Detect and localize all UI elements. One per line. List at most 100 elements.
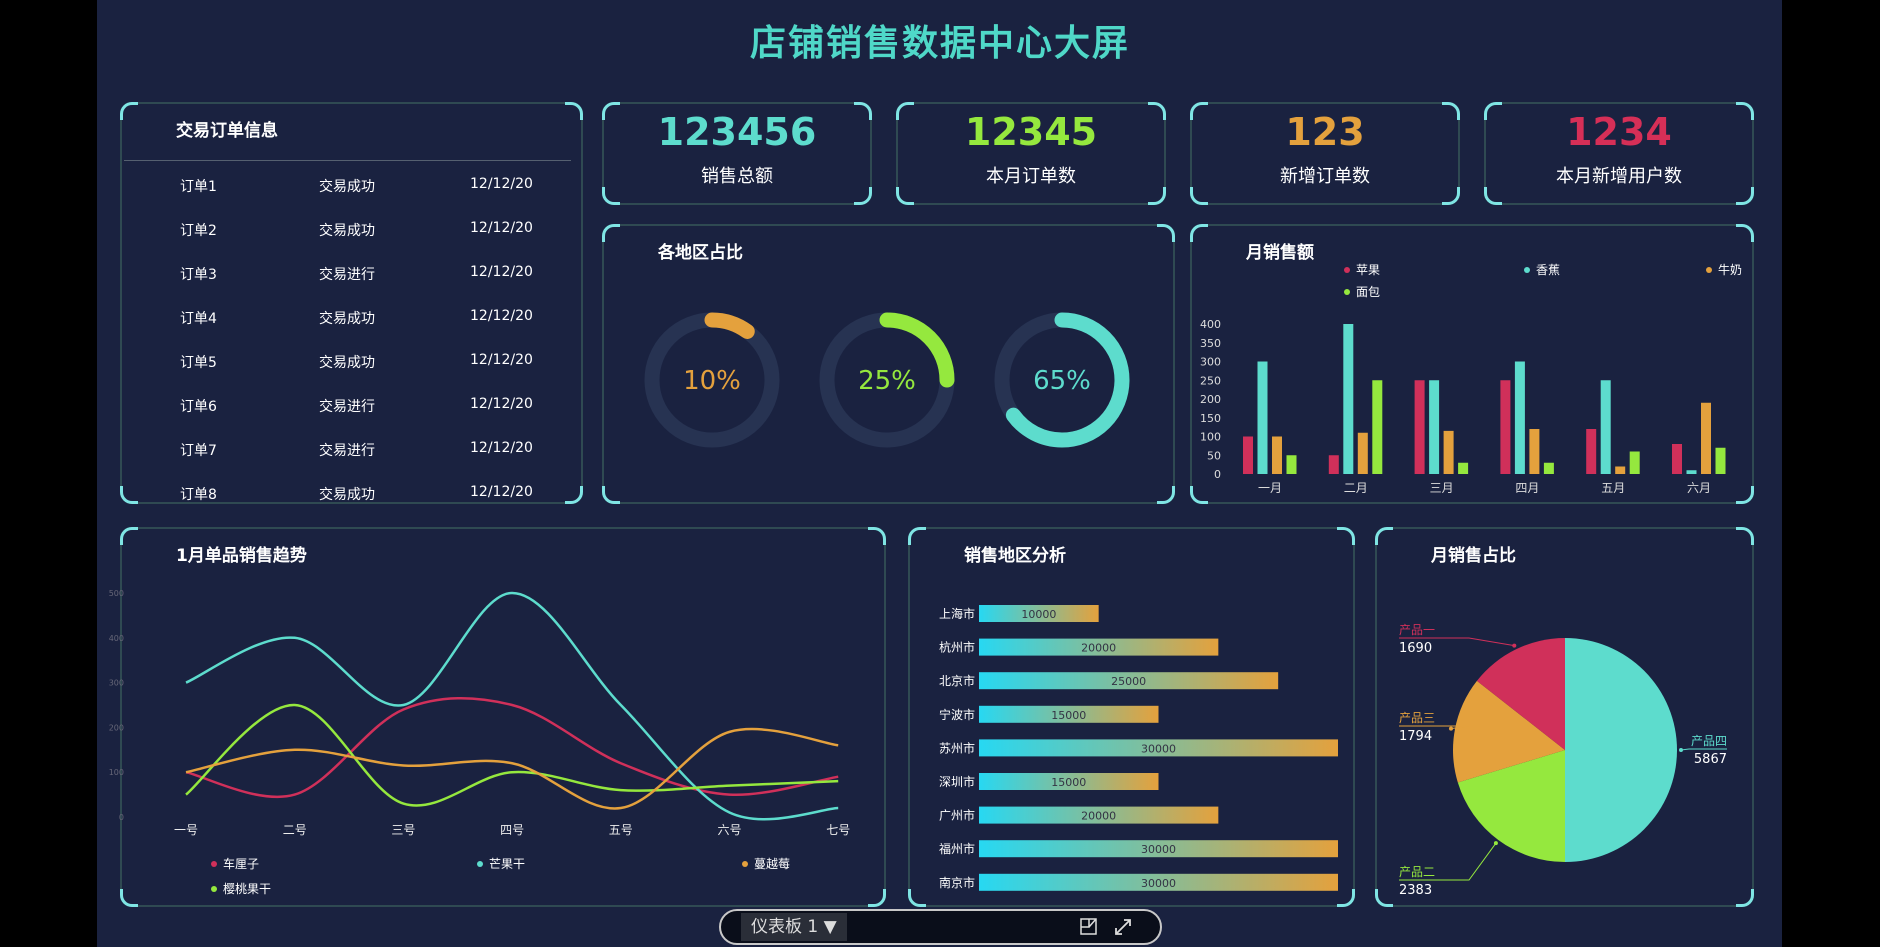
order-id: 订单3 (180, 267, 217, 283)
order-date: 12/12/20 (470, 220, 533, 236)
y-tick-label: 0 (1214, 468, 1221, 481)
region-bar (979, 605, 1099, 622)
region-value: 15000 (1051, 709, 1086, 722)
bar (1615, 466, 1626, 474)
y-tick-label: 150 (1200, 412, 1221, 425)
order-status: 交易进行 (319, 267, 375, 283)
table-row: 订单2 交易成功 12/12/20 (122, 220, 581, 240)
dashboard-selector[interactable]: 仪表板 1 ▼ (741, 913, 847, 941)
region-label: 上海市 (939, 606, 975, 621)
donut-arc (819, 312, 955, 448)
region-label: 福州市 (939, 841, 975, 856)
region-label: 杭州市 (939, 640, 975, 655)
pie-label: 产品一 (1399, 623, 1435, 637)
line-series (185, 727, 839, 810)
legend-item[interactable]: 蔓越莓 (742, 855, 790, 872)
kpi-label: 本月订单数 (986, 166, 1076, 187)
table-row: 订单4 交易成功 12/12/20 (122, 308, 581, 328)
kpi-value: 123 (1285, 110, 1365, 154)
table-row: 订单7 交易进行 12/12/20 (122, 440, 581, 460)
bar (1672, 444, 1682, 474)
legend-label: 车厘子 (223, 857, 260, 871)
fullscreen-icon[interactable] (1114, 918, 1132, 936)
pie-slice (1565, 638, 1677, 862)
region-bar (979, 672, 1279, 690)
bar (1586, 429, 1597, 474)
legend-item[interactable]: 苹果 (1344, 261, 1380, 278)
y-tick-label: 400 (1200, 318, 1221, 331)
table-row: 订单1 交易成功 12/12/20 (122, 176, 581, 196)
table-row: 订单5 交易成功 12/12/20 (122, 352, 581, 372)
order-id: 订单5 (180, 355, 217, 371)
pie-label: 产品四 (1691, 734, 1727, 748)
x-tick-label: 七号 (826, 823, 850, 837)
legend-dot-icon (211, 885, 217, 892)
bar (1715, 447, 1726, 474)
monthly-sales-panel: 月销售额 (1190, 224, 1754, 504)
y-tick-label: 200 (109, 723, 124, 732)
legend-dot-icon (1706, 266, 1712, 273)
region-bar (979, 873, 1338, 891)
y-tick-label: 100 (109, 768, 124, 777)
region-ratio-title: 各地区占比 (658, 243, 743, 263)
order-status: 交易成功 (319, 179, 375, 195)
layout-icon[interactable] (1080, 918, 1098, 936)
order-date: 12/12/20 (470, 264, 533, 280)
legend-item[interactable]: 车厘子 (211, 855, 259, 872)
sales-share-title: 月销售占比 (1431, 546, 1516, 566)
bar (1357, 432, 1368, 474)
donut-label: 65% (1033, 366, 1091, 396)
pie-value: 1690 (1399, 641, 1432, 656)
legend-label: 樱桃果干 (223, 882, 272, 896)
x-tick-label: 一号 (174, 823, 198, 837)
y-tick-label: 0 (119, 813, 124, 822)
order-status: 交易成功 (319, 487, 375, 503)
order-status: 交易进行 (319, 443, 375, 459)
table-row: 订单8 交易成功 12/12/20 (122, 484, 581, 504)
order-status: 交易成功 (319, 223, 375, 239)
pie-leader-line (1680, 748, 1727, 751)
x-tick-label: 二号 (283, 823, 307, 837)
pie-leader-dot (1679, 748, 1683, 752)
legend-item[interactable]: 香蕉 (1524, 261, 1560, 278)
monthly-sales-title: 月销售额 (1246, 243, 1314, 263)
page-title: 店铺销售数据中心大屏 (749, 23, 1130, 64)
x-tick-label: 四号 (500, 823, 524, 837)
kpi-value: 12345 (964, 110, 1098, 154)
order-date: 12/12/20 (470, 176, 533, 192)
order-date: 12/12/20 (470, 308, 533, 324)
legend-item[interactable]: 面包 (1344, 283, 1380, 300)
y-tick-label: 100 (1200, 431, 1221, 444)
bar (1328, 455, 1339, 474)
legend-item[interactable]: 牛奶 (1706, 261, 1742, 278)
pie-label: 产品二 (1399, 865, 1435, 879)
kpi-label: 新增订单数 (1280, 166, 1370, 187)
pie-leader-line (1399, 725, 1470, 730)
kpi-label: 本月新增用户数 (1556, 166, 1682, 187)
pie-slice (1457, 750, 1565, 862)
order-date: 12/12/20 (470, 440, 533, 456)
legend-item[interactable]: 樱桃果干 (211, 880, 271, 897)
kpi-label: 销售总额 (701, 166, 773, 187)
legend-item[interactable]: 芒果干 (477, 855, 525, 872)
order-date: 12/12/20 (470, 484, 533, 500)
legend-label: 芒果干 (489, 857, 526, 871)
legend-dot-icon (477, 860, 483, 867)
y-tick-label: 250 (1200, 374, 1221, 387)
x-tick-label: 四月 (1515, 481, 1539, 495)
y-tick-label: 400 (109, 634, 124, 643)
region-value: 20000 (1081, 642, 1116, 655)
bar (1514, 361, 1525, 474)
order-id: 订单2 (180, 223, 217, 239)
y-tick-label: 200 (1200, 393, 1221, 406)
region-value: 20000 (1081, 810, 1116, 823)
legend-label: 蔓越莓 (754, 857, 791, 871)
orders-panel: 交易订单信息 订单1 交易成功 12/12/20 订单2 交易成功 12/12/20 订单3… (120, 102, 583, 504)
pie-value: 5867 (1694, 752, 1727, 767)
legend-label: 牛奶 (1718, 263, 1743, 277)
bar (1529, 429, 1540, 474)
pie-slice (1453, 680, 1565, 783)
region-bar (979, 840, 1338, 858)
y-tick-label: 300 (1200, 356, 1221, 369)
donut-label: 10% (683, 366, 741, 396)
